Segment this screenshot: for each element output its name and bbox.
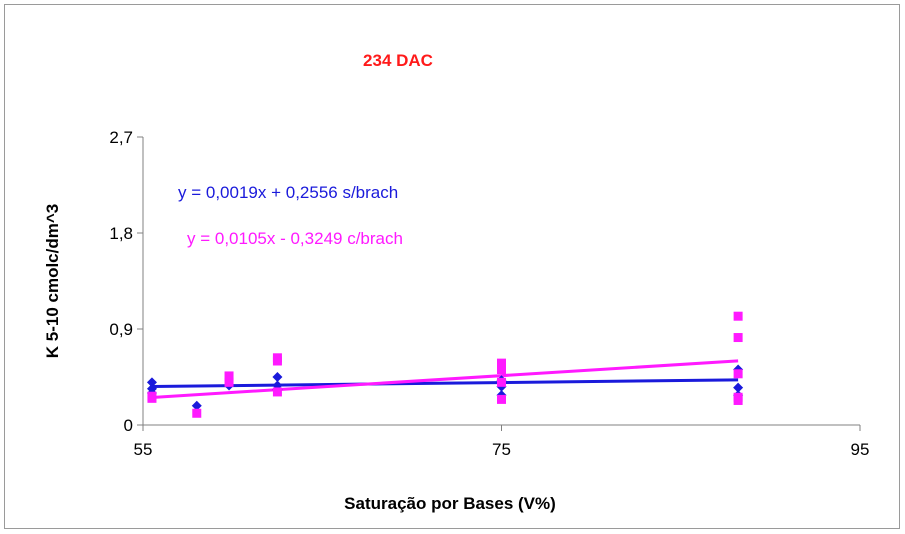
data-point-c-brach [147,393,157,403]
data-point-s-brach [146,377,157,388]
chart-frame [4,4,900,529]
data-point-c-brach [497,365,506,375]
data-point-c-brach [497,394,506,404]
data-point-c-brach [733,369,743,379]
trendline-c-brach [151,359,739,399]
equation-label-c-brach: y = 0,0105x - 0,3249 c/brach [187,229,403,248]
data-point-c-brach [192,408,202,418]
x-axis-label: Saturação por Bases (V%) [344,494,556,513]
x-tick-label: 95 [851,440,870,459]
data-point-c-brach [733,333,743,343]
data-point-c-brach [497,377,506,387]
data-point-s-brach [272,372,283,382]
y-axis-label: K 5-10 cmolc/dm^3 [43,204,62,359]
data-point-c-brach [224,371,234,381]
data-point-c-brach [272,387,282,397]
data-point-c-brach [497,358,506,368]
y-tick-label: 0,9 [109,320,133,339]
chart-title: 234 DAC [363,51,433,70]
trendline-s-brach [151,378,739,388]
equation-label-s-brach: y = 0,0019x + 0,2556 s/brach [178,183,398,202]
y-tick-label: 2,7 [109,128,133,147]
data-point-s-brach [191,400,202,411]
data-point-c-brach [733,395,743,405]
x-tick-label: 75 [492,440,511,459]
data-point-s-brach [733,382,744,393]
y-tick-label: 1,8 [109,224,133,243]
data-point-c-brach [733,311,743,321]
y-tick-label: 0 [124,416,133,435]
data-point-c-brach [272,356,282,366]
data-point-c-brach [224,377,234,387]
x-tick-label: 55 [134,440,153,459]
